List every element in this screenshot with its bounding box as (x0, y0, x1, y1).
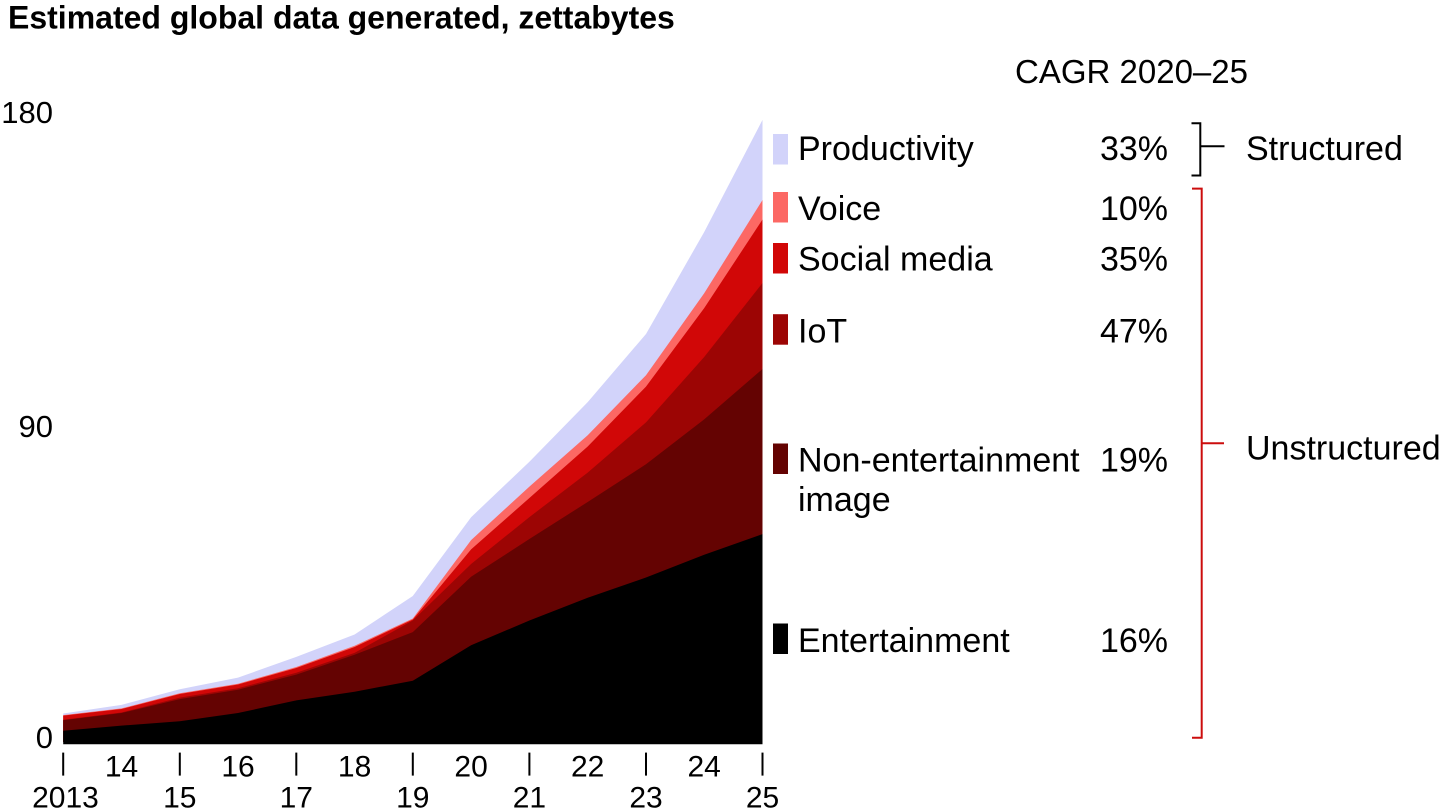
svg-text:17: 17 (280, 782, 313, 810)
svg-text:24: 24 (688, 751, 721, 784)
svg-text:Structured: Structured (1246, 130, 1403, 168)
svg-text:18: 18 (338, 751, 371, 784)
svg-text:2013: 2013 (32, 782, 99, 810)
svg-text:Unstructured: Unstructured (1246, 430, 1440, 468)
svg-text:Non-entertainment: Non-entertainment (798, 442, 1080, 480)
svg-text:14: 14 (105, 751, 138, 784)
svg-text:Social media: Social media (798, 241, 993, 279)
svg-text:35%: 35% (1100, 241, 1168, 279)
svg-text:23: 23 (629, 782, 662, 810)
svg-text:Entertainment: Entertainment (798, 622, 1010, 660)
svg-text:21: 21 (513, 782, 546, 810)
svg-text:16%: 16% (1100, 622, 1168, 660)
svg-text:Estimated global data generate: Estimated global data generated, zettaby… (8, 0, 675, 36)
svg-text:22: 22 (571, 751, 604, 784)
svg-text:0: 0 (36, 720, 53, 755)
svg-text:90: 90 (19, 409, 53, 444)
svg-text:IoT: IoT (798, 313, 847, 351)
svg-text:image: image (798, 481, 891, 519)
svg-text:15: 15 (163, 782, 196, 810)
svg-text:19%: 19% (1100, 442, 1168, 480)
svg-text:16: 16 (221, 751, 254, 784)
svg-text:Voice: Voice (798, 190, 881, 228)
svg-text:33%: 33% (1100, 130, 1168, 168)
svg-text:20: 20 (454, 751, 487, 784)
svg-text:19: 19 (396, 782, 429, 810)
svg-text:25: 25 (746, 782, 779, 810)
svg-text:47%: 47% (1100, 313, 1168, 351)
svg-text:10%: 10% (1100, 190, 1168, 228)
svg-text:CAGR 2020–25: CAGR 2020–25 (1015, 53, 1248, 90)
svg-text:180: 180 (1, 95, 53, 130)
svg-text:Productivity: Productivity (798, 130, 974, 168)
